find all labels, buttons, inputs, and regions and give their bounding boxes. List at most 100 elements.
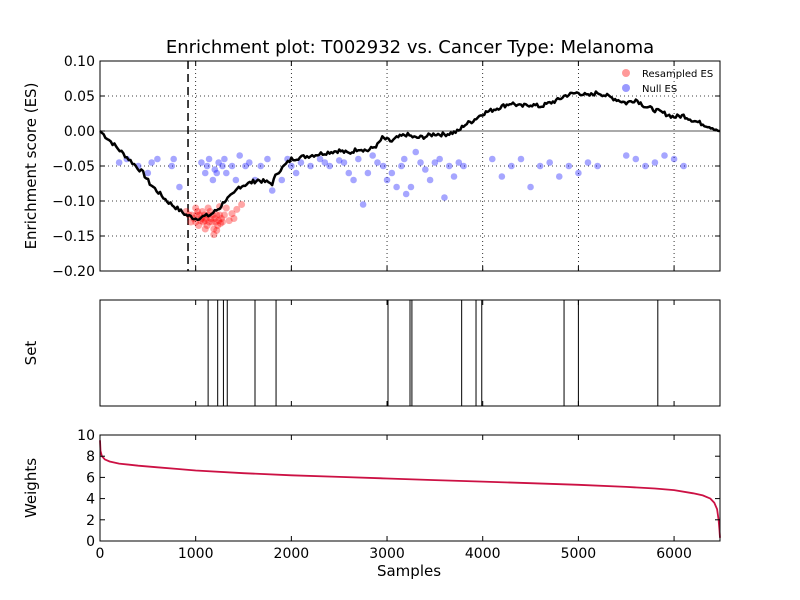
y-tick-label: 0: [86, 534, 95, 550]
resampled-es-point: [228, 210, 236, 218]
null-es-point: [359, 201, 367, 208]
null-es-point: [622, 152, 630, 159]
null-es-point: [213, 169, 221, 177]
resampled-es-point: [199, 218, 207, 226]
null-es-point: [498, 173, 506, 180]
set-panel: Set: [22, 299, 721, 407]
null-es-point: [417, 159, 424, 166]
null-es-point: [209, 176, 217, 184]
null-es-point: [455, 159, 463, 166]
x-tick-label: 3000: [369, 546, 405, 562]
weights-panel: 0 2 4 6 8 10 0 1000 2000 3000 4000 5000 6000 Weight…: [22, 428, 721, 580]
es-panel: 0.10 0.05 0.00 −0.05 −0.10 −0.15 −0.20 Enrichm…: [22, 54, 721, 280]
null-es-point: [460, 162, 467, 170]
null-es-point: [335, 157, 343, 164]
y-tick-label: 6: [86, 470, 95, 486]
null-es-point: [642, 162, 649, 170]
es-y-ticks: 0.10 0.05 0.00 −0.05 −0.10 −0.15 −0.20: [52, 54, 720, 280]
y-tick-label: −0.15: [52, 229, 95, 245]
resampled-es-point: [218, 215, 226, 222]
resampled-es-point: [203, 222, 211, 229]
null-es-point: [321, 159, 329, 166]
weights-axes-frame: [99, 434, 721, 542]
set-x-ticks: [99, 300, 675, 406]
weights-curve: [99, 440, 721, 538]
resampled-es-point: [187, 218, 195, 226]
y-tick-label: 0.00: [64, 124, 95, 140]
y-tick-label: 2: [86, 513, 95, 529]
null-es-point: [245, 159, 253, 166]
null-es-point: [450, 173, 458, 180]
y-tick-label: 0.05: [64, 89, 95, 105]
null-es-point: [379, 162, 387, 170]
y-tick-label: −0.20: [52, 264, 95, 280]
resampled-es-point: [238, 201, 246, 208]
set-membership-lines: [207, 300, 659, 406]
es-y-axis-label: Enrichment score (ES): [22, 83, 40, 250]
null-es-point: [350, 176, 357, 184]
y-tick-label: 4: [86, 492, 95, 508]
resampled-es-point: [201, 225, 209, 233]
null-es-point: [584, 159, 592, 166]
null-es-point: [436, 155, 443, 163]
null-es-point: [661, 152, 668, 159]
resampled-es-point: [217, 219, 225, 227]
resampled-es-point: [213, 211, 221, 219]
null-es-point: [398, 162, 405, 170]
resampled-es-point: [198, 208, 206, 215]
resampled-es-point: [233, 205, 241, 213]
y-tick-label: 8: [86, 449, 95, 465]
null-es-point: [680, 162, 687, 170]
x-tick-label: 6000: [656, 546, 692, 562]
y-tick-label: −0.10: [52, 194, 95, 210]
null-es-point: [278, 176, 286, 184]
null-es-point: [219, 162, 226, 170]
null-es-point: [170, 155, 177, 163]
null-es-point: [148, 159, 155, 166]
null-es-point: [232, 176, 240, 184]
null-es-point: [168, 162, 176, 170]
null-es-point: [292, 169, 300, 177]
null-es-point: [546, 159, 553, 166]
weights-x-ticks: 0 1000 2000 3000 4000 5000 6000: [96, 435, 692, 562]
null-es-point: [407, 183, 415, 191]
null-es-point: [527, 183, 534, 191]
set-y-axis-label: Set: [22, 341, 40, 366]
null-es-point: [422, 166, 429, 173]
x-tick-label: 2000: [274, 546, 310, 562]
x-tick-label: 5000: [561, 546, 597, 562]
legend-label-null: Null ES: [642, 84, 677, 95]
weights-y-axis-label: Weights: [22, 458, 40, 518]
null-es-point: [264, 155, 271, 163]
y-tick-label: −0.05: [52, 159, 95, 175]
x-tick-label: 1000: [178, 546, 214, 562]
null-es-point: [594, 162, 601, 170]
resampled-es-point: [208, 218, 216, 226]
null-es-point: [257, 162, 265, 170]
null-es-point: [211, 166, 219, 173]
null-es-point: [355, 155, 362, 163]
resampled-es-point: [204, 204, 212, 212]
null-es-point: [297, 159, 305, 166]
null-es-point: [288, 162, 295, 170]
null-es-point: [508, 162, 515, 170]
resampled-es-point: [195, 222, 203, 229]
resampled-es-point: [216, 211, 224, 219]
resampled-es-point: [215, 217, 223, 225]
resampled-es-points: [182, 201, 246, 239]
null-es-point: [565, 162, 573, 170]
null-es-point: [154, 155, 161, 163]
null-es-point: [426, 176, 434, 184]
null-es-point: [412, 148, 420, 156]
y-tick-label: 10: [77, 428, 95, 444]
set-axes-frame: [99, 299, 721, 407]
legend-marker-null: [622, 84, 630, 92]
resampled-es-point: [218, 218, 226, 226]
resampled-es-point: [225, 217, 233, 225]
null-es-point: [431, 159, 439, 166]
null-es-point: [536, 162, 544, 170]
null-es-point: [316, 155, 324, 163]
resampled-es-point: [213, 226, 221, 234]
resampled-es-point: [230, 215, 238, 222]
null-es-point: [198, 159, 205, 166]
